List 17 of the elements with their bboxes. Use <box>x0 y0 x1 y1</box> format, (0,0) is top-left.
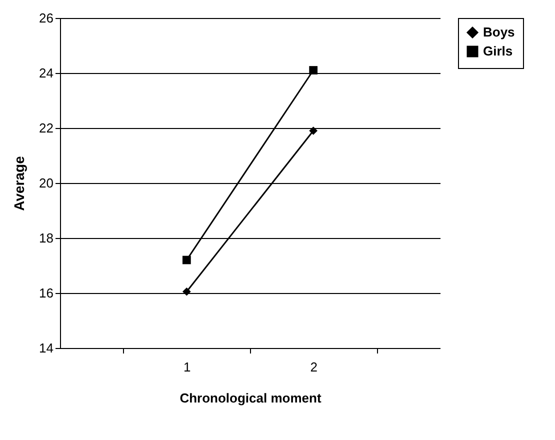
y-tick-label: 14 <box>39 340 54 356</box>
x-axis-title: Chronological moment <box>180 390 322 406</box>
y-tick-label: 20 <box>39 176 54 190</box>
legend-label: Boys <box>483 24 515 40</box>
y-tick-label: 26 <box>39 10 54 26</box>
y-tick-label: 18 <box>39 230 54 246</box>
point <box>309 126 318 135</box>
x-tick-label: 2 <box>310 360 318 374</box>
y-tick-label: 16 <box>39 286 54 300</box>
y-tick-label: 22 <box>39 120 54 136</box>
x-tick-label: 1 <box>184 360 191 374</box>
point <box>309 66 318 74</box>
point <box>182 256 191 264</box>
legend-label: Girls <box>483 44 513 58</box>
y-tick-label: 24 <box>39 66 54 80</box>
y-axis-title: Average <box>11 156 28 211</box>
point <box>182 287 191 296</box>
